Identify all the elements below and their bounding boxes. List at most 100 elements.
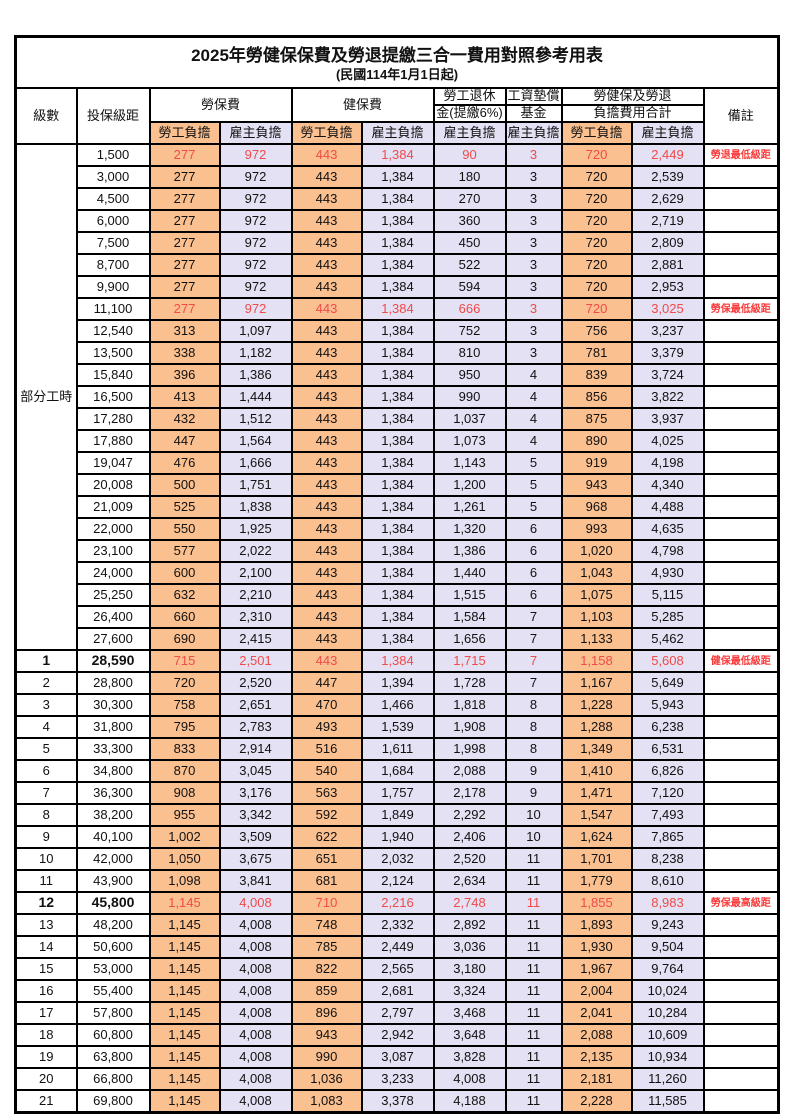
value-cell: 493 [290,715,363,739]
note-cell [702,1089,780,1114]
col-header-wage-fund-line1: 工資墊償 [504,87,563,106]
value-cell: 1,182 [218,341,293,365]
level-cell: 7 [14,781,78,805]
note-cell [702,407,780,431]
value-cell: 6 [504,517,563,541]
bracket-cell: 25,250 [75,583,151,607]
value-cell: 1,036 [290,1067,363,1091]
value-cell: 11 [504,1001,563,1025]
value-cell: 1,893 [560,913,633,937]
table-row: 5 33,300 833 2,914 516 1,611 1,998 8 1,349 6,531 [14,737,780,761]
value-cell: 1,384 [360,319,435,343]
value-cell: 4,008 [218,1089,293,1114]
bracket-cell: 28,590 [75,649,151,673]
value-cell: 993 [560,517,633,541]
value-cell: 277 [148,297,221,321]
value-cell: 1,384 [360,429,435,453]
value-cell: 1,779 [560,869,633,893]
value-cell: 3,724 [630,363,705,387]
bracket-cell: 15,840 [75,363,151,387]
bracket-cell: 38,200 [75,803,151,827]
value-cell: 5,649 [630,671,705,695]
value-cell: 11 [504,957,563,981]
value-cell: 180 [432,165,507,189]
value-cell: 4,635 [630,517,705,541]
value-cell: 413 [148,385,221,409]
value-cell: 950 [432,363,507,387]
value-cell: 10,024 [630,979,705,1003]
level-cell: 14 [14,935,78,959]
note-cell [702,935,780,959]
value-cell: 955 [148,803,221,827]
value-cell: 875 [560,407,633,431]
bracket-cell: 69,800 [75,1089,151,1114]
value-cell: 563 [290,781,363,805]
table-row: 6 34,800 870 3,045 540 1,684 2,088 9 1,410 6,826 [14,759,780,783]
value-cell: 10 [504,825,563,849]
value-cell: 2,809 [630,231,705,255]
value-cell: 2,449 [360,935,435,959]
value-cell: 752 [432,319,507,343]
table-row: 10 42,000 1,050 3,675 651 2,032 2,520 11 1,701 8,… [14,847,780,871]
bracket-cell: 53,000 [75,957,151,981]
value-cell: 4,025 [630,429,705,453]
table-row: 14 50,600 1,145 4,008 785 2,449 3,036 11 1,930 9,… [14,935,780,959]
value-cell: 3,342 [218,803,293,827]
value-cell: 10,934 [630,1045,705,1069]
value-cell: 1,515 [432,583,507,607]
value-cell: 11 [504,1089,563,1114]
value-cell: 313 [148,319,221,343]
table-row: 3,000 277 972 443 1,384 180 3 720 2,539 [16,165,780,189]
value-cell: 338 [148,341,221,365]
value-cell: 600 [148,561,221,585]
value-cell: 720 [560,297,633,321]
value-cell: 758 [148,693,221,717]
subheader-employer-labor: 雇主負擔 [218,121,293,145]
col-header-level: 級數 [14,87,78,145]
bracket-cell: 19,047 [75,451,151,475]
value-cell: 443 [290,561,363,585]
value-cell: 4,198 [630,451,705,475]
value-cell: 3 [504,297,563,321]
note-cell [702,979,780,1003]
value-cell: 2,719 [630,209,705,233]
table-title-cell: 2025年勞健保保費及勞退提繳三合一費用對照參考用表 (民國114年1月1日起) [14,35,780,89]
value-cell: 2,100 [218,561,293,585]
level-cell: 19 [14,1045,78,1069]
note-cell: 健保最低級距 [702,649,780,673]
note-cell [702,803,780,827]
value-cell: 3 [504,231,563,255]
value-cell: 5 [504,473,563,497]
col-header-labor-insurance: 勞保費 [148,87,293,123]
level-cell: 17 [14,1001,78,1025]
value-cell: 720 [148,671,221,695]
value-cell: 4,798 [630,539,705,563]
table-row: 19,047 476 1,666 443 1,384 1,143 5 919 4,198 [16,451,780,475]
value-cell: 443 [290,583,363,607]
value-cell: 1,145 [148,1023,221,1047]
value-cell: 1,050 [148,847,221,871]
value-cell: 1,728 [432,671,507,695]
note-cell [702,671,780,695]
value-cell: 896 [290,1001,363,1025]
value-cell: 1,855 [560,891,633,915]
bracket-cell: 3,000 [75,165,151,189]
value-cell: 277 [148,209,221,233]
value-cell: 1,145 [148,957,221,981]
value-cell: 9,764 [630,957,705,981]
value-cell: 2,797 [360,1001,435,1025]
table-row: 25,250 632 2,210 443 1,384 1,515 6 1,075 5,115 [16,583,780,607]
table-subtitle: (民國114年1月1日起) [335,67,459,83]
bracket-cell: 13,500 [75,341,151,365]
bracket-cell: 8,700 [75,253,151,277]
value-cell: 1,715 [432,649,507,673]
value-cell: 500 [148,473,221,497]
value-cell: 443 [290,605,363,629]
value-cell: 443 [290,539,363,563]
value-cell: 810 [432,341,507,365]
value-cell: 277 [148,231,221,255]
value-cell: 1,539 [360,715,435,739]
value-cell: 443 [290,165,363,189]
value-cell: 11,260 [630,1067,705,1091]
value-cell: 10,284 [630,1001,705,1025]
